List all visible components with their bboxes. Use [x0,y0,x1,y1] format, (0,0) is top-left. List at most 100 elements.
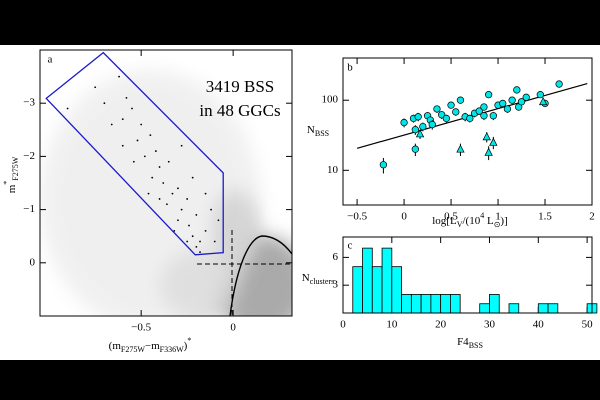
y-axis-label: NBSS [307,124,329,139]
histogram-bar [401,294,412,314]
bss-point [180,208,183,211]
y-tick-label: 0 [30,256,36,268]
x-tick-label: 0.5 [444,211,458,223]
panel-label: b [347,62,353,74]
plot-frame [342,57,593,206]
bss-point [173,229,176,232]
label-part: )] [500,215,507,227]
label-part: * [187,336,191,345]
bss-point [110,123,113,126]
label-part: F275W [11,156,20,180]
label-part: F4 [457,336,469,348]
bss-point [131,107,133,110]
histogram-bar [410,294,422,314]
bss-point [199,251,201,254]
y-tick-label: 10 [327,164,339,176]
cluster-point [415,129,425,138]
histogram-bar [381,247,393,314]
bss-point [177,187,179,190]
cluster-point [411,145,420,153]
label-part: F336W [160,345,184,354]
cluster-point [452,108,460,116]
x-tick-label: 20 [435,319,447,331]
label-part: N [307,124,315,136]
x-tick-label: 0 [230,322,236,334]
cluster-point [503,105,512,113]
panel-label: c [348,240,353,252]
bss-point [154,150,157,152]
bss-point [204,229,207,232]
cluster-point [466,114,474,123]
cluster-point [475,107,483,115]
bss-point [151,176,154,179]
bss-point [118,75,120,78]
top-band [0,0,600,45]
cluster-point [489,137,498,146]
bss-point [167,160,170,163]
bss-point [132,160,135,163]
plot-frame [39,49,293,317]
histogram-bar [440,294,451,314]
histogram-bar [430,294,442,314]
cluster-point [499,99,507,108]
bss-point [149,134,152,137]
label-part: (m [109,340,122,352]
cluster-point [414,113,422,121]
histogram-bar [479,303,490,314]
cluster-point [522,93,530,101]
label-part: BSS [315,129,329,138]
x-tick-label: −0.5 [347,211,367,223]
x-tick-label: 0 [340,319,346,331]
bss-point [186,198,189,200]
cluster-point [484,147,493,156]
x-tick-label: −0.5 [131,322,151,334]
x-tick-label: 40 [533,319,545,331]
label-part: clusters [310,277,334,286]
cluster-point [489,112,497,120]
bss-point [103,102,106,105]
y-axis-label: m*F275W [2,156,20,193]
histogram-bar [508,303,520,314]
cluster-point [555,80,563,88]
cluster-point [419,122,427,131]
x-tick-label: 0 [401,211,407,223]
bss-point [195,245,198,248]
bss-point [94,86,97,89]
panel-label: a [48,54,53,66]
label-part: L [484,215,494,227]
x-axis-label: log[LV/(104 L⊙)] [432,211,507,229]
label-part: 4 [480,211,484,220]
histogram-bar [547,303,559,314]
bss-point [158,198,161,200]
histogram-bar [489,294,500,314]
bss-point [66,107,69,110]
cluster-point [480,103,488,111]
cluster-point [538,97,548,106]
annotation: in 48 GGCs [199,101,280,120]
bottom-band [0,360,600,400]
x-axis-label: (mF275W−mF336W)* [109,336,192,354]
y-tick-label: 6 [333,251,339,263]
cluster-point [433,105,441,113]
label-part: −m [145,340,160,352]
annotation: 3419 BSS [206,77,275,96]
cluster-point [517,98,526,106]
label-part: /(10 [462,215,480,227]
cluster-point [484,91,493,99]
cluster-point [482,132,491,141]
bss-point [177,219,179,222]
x-tick-label: 10 [386,319,398,331]
bss-point [143,155,146,158]
bss-point [171,192,174,195]
histogram-bar [537,303,549,314]
cluster-point [428,120,436,129]
bss-point [125,96,128,99]
bss-point [162,182,165,184]
cluster-point [480,112,488,120]
bss-point [121,144,124,147]
cluster-point [379,161,388,169]
cluster-point [508,96,516,104]
label-part: log[L [432,215,457,227]
bss-point [204,192,207,195]
